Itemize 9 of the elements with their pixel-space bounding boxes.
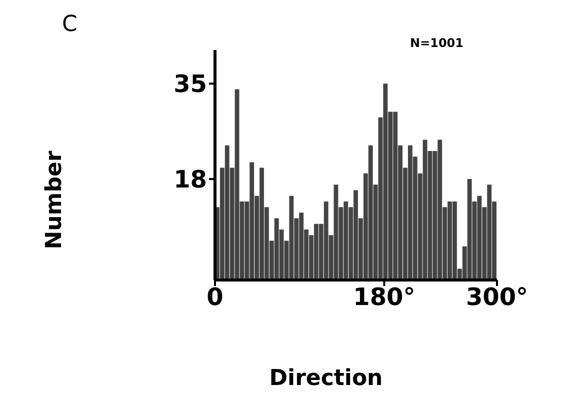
chart-title: C — [62, 12, 78, 37]
x-tick-label: 180° — [353, 283, 416, 312]
y-axis-title: Number — [42, 150, 68, 252]
y-tick-label: 35 — [174, 70, 207, 98]
x-tick-label: 0 — [206, 283, 224, 312]
x-tick-label: 300° — [466, 283, 528, 312]
x-axis-title: Direction — [268, 366, 384, 391]
text: N=1001 — [410, 36, 464, 50]
y-tick-label: 18 — [174, 166, 207, 194]
